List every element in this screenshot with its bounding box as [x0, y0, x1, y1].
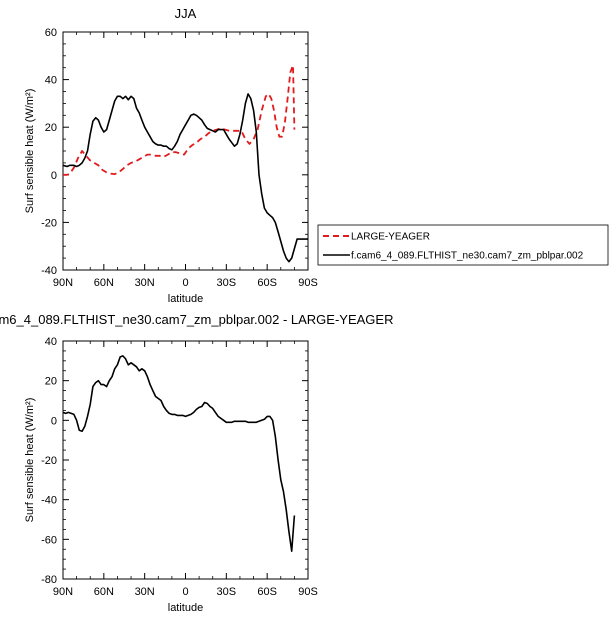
t2-xtick-label: 30N [135, 586, 155, 598]
t1-xtick-label: 90N [53, 277, 73, 289]
t2-xtick-label: 90N [53, 586, 73, 598]
t2-ytick-label: 20 [45, 376, 57, 388]
t1-xtick-label: 30S [217, 277, 237, 289]
t1-xtick-label: 30N [135, 277, 155, 289]
top-chart-title: JJA [175, 6, 197, 21]
t2-xtick-label: 60N [94, 586, 114, 598]
t1-ytick-label: 20 [45, 122, 57, 134]
t2-series-line-0 [62, 355, 296, 553]
top-y-axis-label: Surf sensible heat (W/m²) [24, 89, 36, 214]
bottom-chart-title: f.cam6_4_089.FLTHIST_ne30.cam7_zm_pblpar… [0, 312, 393, 327]
t2-ytick-label: -40 [41, 495, 57, 507]
t1-ytick-label: 60 [45, 27, 57, 39]
t1-xtick-label: 60S [257, 277, 277, 289]
legend: LARGE-YEAGER f.cam6_4_089.FLTHIST_ne30.c… [317, 224, 609, 266]
legend-label-cam: f.cam6_4_089.FLTHIST_ne30.cam7_zm_pblpar… [351, 251, 584, 262]
t2-ytick-label: -20 [41, 455, 57, 467]
t1-series-line-0 [63, 64, 296, 176]
t2-ytick-label: -60 [41, 534, 57, 546]
t1-ytick-label: -20 [41, 217, 57, 229]
bottom-y-axis-label: Surf sensible heat (W/m²) [24, 398, 36, 523]
t2-ytick-label: 0 [51, 415, 57, 427]
t2-xtick-label: 60S [257, 586, 277, 598]
t2-ytick-label: 40 [45, 336, 57, 348]
t1-xtick-label: 90S [298, 277, 318, 289]
t1-xtick-label: 0 [182, 277, 188, 289]
t1-series-line-1 [62, 93, 308, 263]
t1-ytick-label: -40 [41, 265, 57, 277]
top-x-axis-label: latitude [168, 293, 203, 305]
t1-xtick-label: 60N [94, 277, 114, 289]
t1-ytick-label: 40 [45, 75, 57, 87]
t1-ytick-label: 0 [51, 170, 57, 182]
bottom-panel: f.cam6_4_089.FLTHIST_ne30.cam7_zm_pblpar… [0, 312, 393, 614]
legend-label-large-yeager: LARGE-YEAGER [351, 232, 430, 243]
t2-xtick-label: 90S [298, 586, 318, 598]
t2-xtick-label: 30S [217, 586, 237, 598]
bottom-x-axis-label: latitude [168, 602, 203, 614]
t2-ytick-label: -80 [41, 574, 57, 586]
t2-xtick-label: 0 [182, 586, 188, 598]
bottom-plot-frame [62, 340, 309, 580]
legend-box [317, 224, 609, 266]
